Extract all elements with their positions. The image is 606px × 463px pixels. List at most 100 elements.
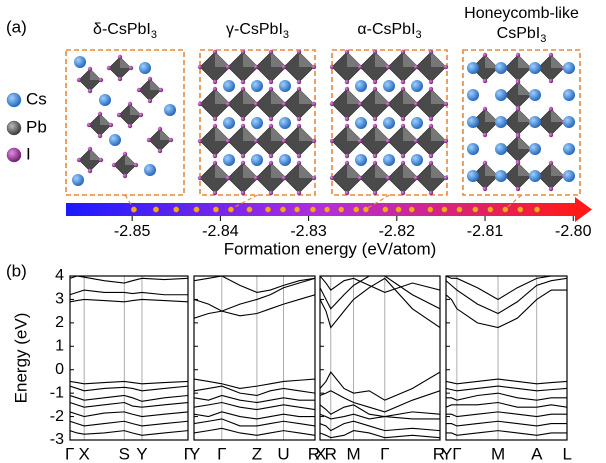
- band-line: [194, 411, 315, 420]
- atom-i: [212, 86, 218, 92]
- k-label: Z: [252, 444, 262, 463]
- atom-i: [197, 64, 203, 70]
- y-tick-label: 1: [55, 338, 64, 355]
- band-line: [446, 392, 567, 401]
- y-tick-label: 0: [55, 361, 64, 378]
- octahedron-face: [215, 126, 230, 141]
- atom-cs: [495, 143, 507, 155]
- atom-i: [268, 153, 274, 159]
- octahedron-face: [518, 136, 531, 149]
- panel-label: (a): [6, 17, 27, 36]
- atom-i: [329, 175, 335, 181]
- octahedron-face: [375, 163, 390, 178]
- energy-point: [502, 206, 509, 213]
- panel-frame: [319, 275, 441, 441]
- atom-cs: [251, 117, 263, 129]
- atom-cs: [109, 134, 121, 146]
- band-line: [320, 277, 440, 329]
- atom-i: [240, 79, 246, 85]
- energy-point: [427, 206, 434, 213]
- panel-frame: [445, 275, 568, 441]
- octahedron-face: [215, 89, 230, 104]
- energy-point: [353, 206, 360, 213]
- atom-i: [225, 175, 231, 181]
- energy-point: [456, 206, 463, 213]
- atom-i: [385, 175, 391, 181]
- atom-i: [344, 123, 350, 129]
- octahedron-face: [518, 55, 531, 68]
- atom-cs: [411, 154, 423, 166]
- atom-cs: [411, 80, 423, 92]
- k-label: Y: [136, 444, 147, 463]
- atom-i: [400, 190, 406, 196]
- atom-cs: [467, 62, 479, 74]
- atom-i: [311, 138, 317, 144]
- atom-i: [87, 66, 93, 72]
- atom-i: [482, 160, 488, 166]
- octahedron-face: [347, 89, 362, 104]
- atom-i: [197, 138, 203, 144]
- atom-cs: [279, 80, 291, 92]
- atom-cs: [529, 62, 541, 74]
- panel-frame: [193, 275, 316, 441]
- energy-point: [382, 206, 389, 213]
- k-label: Γ: [184, 444, 193, 463]
- energy-point: [338, 206, 345, 213]
- panel-frame: [69, 275, 189, 441]
- octahedron-face: [551, 55, 564, 68]
- atom-cs: [495, 170, 507, 182]
- atom-i: [548, 106, 554, 112]
- atom-i: [413, 175, 419, 181]
- energy-point: [264, 206, 272, 213]
- structure-subscript: 3: [540, 33, 546, 45]
- atom-cs: [495, 62, 507, 74]
- structure-name: δ-CsPbI: [93, 21, 151, 38]
- atom-i: [240, 153, 246, 159]
- atom-i: [548, 52, 554, 58]
- atom-i: [443, 175, 449, 181]
- atom-i: [296, 86, 302, 92]
- atom-i: [385, 101, 391, 107]
- legend-marker: [6, 120, 22, 136]
- legend-marker: [6, 147, 22, 163]
- atom-i: [372, 116, 378, 122]
- octahedron-face: [485, 55, 498, 68]
- atom-cs: [99, 94, 111, 106]
- octahedron-face: [90, 149, 101, 160]
- atom-i: [197, 175, 203, 181]
- structure-subscript: 3: [283, 29, 289, 41]
- octahedron-face: [243, 89, 258, 104]
- band-line: [320, 371, 440, 401]
- band-line: [320, 276, 440, 310]
- k-label: R: [308, 444, 320, 463]
- atom-cs: [563, 170, 575, 182]
- panel-label: (b): [6, 261, 27, 280]
- atom-i: [240, 190, 246, 196]
- atom-cs: [563, 62, 575, 74]
- atom-i: [122, 151, 128, 157]
- atom-i: [157, 126, 163, 132]
- k-label: X: [78, 444, 89, 463]
- atom-i: [240, 49, 246, 55]
- atom-i: [157, 148, 163, 154]
- atom-i: [443, 138, 449, 144]
- atom-i: [357, 175, 363, 181]
- x-tick-label: -2.83: [290, 223, 327, 240]
- atom-cs: [529, 116, 541, 128]
- octahedron-face: [403, 126, 418, 141]
- atom-i: [122, 173, 128, 179]
- atom-i: [136, 87, 142, 93]
- band-line: [194, 276, 315, 293]
- y-tick-label: 3: [55, 291, 64, 308]
- atom-i: [372, 49, 378, 55]
- atom-cs: [467, 170, 479, 182]
- atom-i: [128, 65, 134, 71]
- atom-i: [117, 54, 123, 60]
- atom-i: [357, 101, 363, 107]
- atom-i: [76, 77, 82, 83]
- atom-i: [329, 64, 335, 70]
- atom-i: [515, 186, 521, 192]
- atom-i: [133, 162, 139, 168]
- energy-point: [395, 206, 402, 213]
- structure-title: δ-CsPbI3: [93, 21, 157, 41]
